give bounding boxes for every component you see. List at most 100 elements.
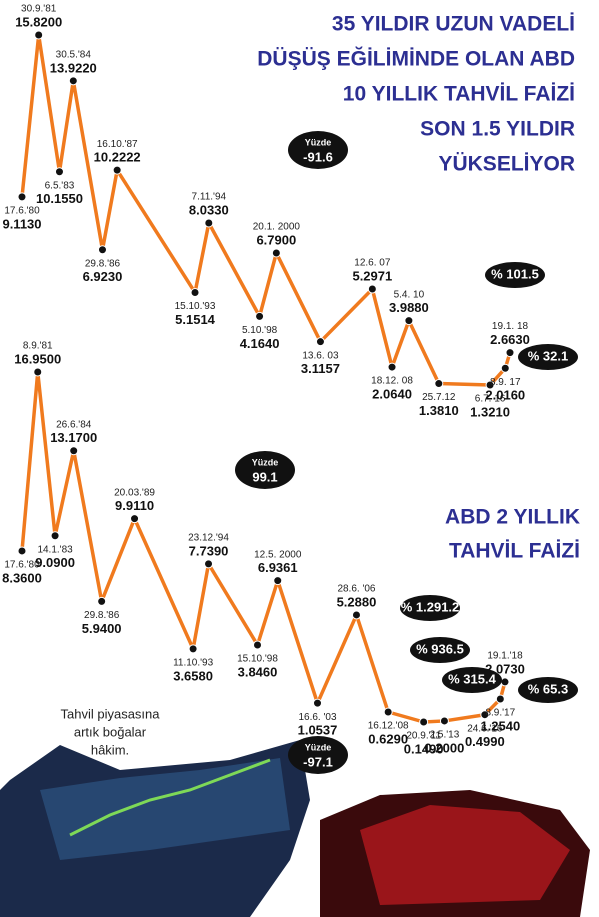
point-value: 5.2971	[352, 268, 392, 283]
badge-text: -91.6	[303, 149, 333, 164]
point-date: 19.1. 18	[492, 321, 529, 332]
point-value: 10.1550	[36, 191, 83, 206]
point	[383, 707, 393, 717]
chart-title: TAHVİL FAİZİ	[449, 540, 580, 563]
point-date: 16.12.'08	[368, 721, 409, 732]
point	[315, 337, 325, 347]
chart-title: YÜKSELİYOR	[438, 153, 575, 176]
point-date: 8.9.'17	[485, 708, 515, 719]
point	[204, 218, 214, 228]
point-date: 8.9. 17	[490, 377, 521, 388]
point-date: 29.8.'86	[85, 258, 121, 269]
point-date: 12.6. 07	[354, 258, 391, 269]
badge-text: -97.1	[303, 754, 333, 769]
point-value: 8.0330	[189, 202, 229, 217]
point	[97, 596, 107, 606]
point-date: 20.1. 2000	[253, 222, 301, 233]
chart-title: DÜŞÜŞ EĞİLİMİNDE OLAN ABD	[257, 47, 575, 71]
point	[204, 559, 214, 569]
point-value: 0.2000	[425, 740, 465, 755]
point-date: 25.7.12	[422, 392, 456, 403]
point-value: 7.7390	[189, 543, 229, 558]
chart-title: 10 YILLIK TAHVİL FAİZİ	[343, 83, 575, 106]
line	[20, 370, 507, 724]
point-value: 6.7900	[256, 232, 296, 247]
badge-text: 99.1	[252, 469, 277, 484]
point	[17, 192, 27, 202]
point	[271, 248, 281, 258]
badge-text: Yüzde	[305, 137, 332, 147]
badge-text: % 1.291.2	[401, 599, 460, 614]
point-value: 16.9500	[14, 351, 61, 366]
point-value: 9.9110	[115, 498, 154, 513]
point	[112, 165, 122, 175]
point-value: 5.1514	[175, 312, 216, 327]
point-value: 5.2880	[337, 594, 377, 609]
point	[50, 531, 60, 541]
point-value: 0.6290	[368, 731, 408, 746]
badge	[518, 344, 578, 370]
point-date: 17.6.'80	[4, 206, 40, 217]
point-date: 28.6. '06	[337, 584, 375, 595]
point-value: 8.3600	[2, 570, 42, 585]
badge-text: % 32.1	[528, 348, 568, 363]
point-date: 23.12.'94	[188, 533, 229, 544]
badge-text: Yüzde	[305, 742, 332, 752]
point-value: 9.0900	[35, 555, 75, 570]
point-date: 6.7. 16	[475, 394, 506, 405]
point-value: 9.1130	[2, 216, 41, 231]
point-value: 15.8200	[15, 14, 62, 29]
point	[190, 288, 200, 298]
point-date: 16.10.'87	[97, 139, 138, 150]
point-value: 3.8460	[238, 664, 278, 679]
point	[439, 716, 449, 726]
badge	[400, 595, 460, 621]
point	[500, 363, 510, 373]
point	[188, 644, 198, 654]
point-date: 5.10.'98	[242, 325, 278, 336]
point	[505, 348, 515, 358]
line	[20, 33, 512, 387]
point-date: 15.10.'93	[175, 301, 216, 312]
point-value: 0.4990	[465, 734, 505, 749]
point-value: 1.2540	[480, 718, 520, 733]
point	[419, 717, 429, 727]
point-date: 6.5.'83	[45, 180, 75, 191]
point-value: 6.9361	[258, 560, 298, 575]
point-date: 20.03.'89	[114, 487, 155, 498]
point-value: 2.6630	[490, 332, 530, 347]
point-value: 0.1490	[404, 741, 444, 756]
point-value: 1.0537	[298, 723, 338, 738]
point-date: 13.6. 03	[302, 350, 339, 361]
point	[500, 677, 510, 687]
point	[387, 362, 397, 372]
caption: artık boğalar	[74, 724, 147, 739]
point	[351, 610, 361, 620]
point	[495, 694, 505, 704]
point-value: 2.0640	[372, 387, 412, 402]
point	[485, 380, 495, 390]
caption: hâkim.	[91, 742, 129, 757]
point-date: 20.9.'11	[406, 731, 441, 742]
badge-text: Yüzde	[252, 457, 279, 467]
point-value: 4.1640	[240, 336, 280, 351]
point-date: 18.12. 08	[371, 376, 413, 387]
point-date: 24.6.'16	[467, 723, 503, 734]
point-date: 30.9.'81	[21, 4, 57, 15]
point-value: 13.1700	[50, 430, 97, 445]
point-value: 1.3810	[419, 403, 459, 418]
chart-title: ABD 2 YILLIK	[445, 506, 580, 529]
point-value: 5.9400	[82, 621, 122, 636]
point	[253, 640, 263, 650]
badge	[442, 667, 502, 693]
point	[313, 698, 323, 708]
badge-text: % 936.5	[416, 641, 464, 656]
badge	[288, 736, 348, 774]
point-date: 8.9.'81	[23, 341, 53, 352]
point-date: 30.5.'84	[56, 49, 92, 60]
point-value: 3.1157	[301, 361, 340, 376]
point	[69, 446, 79, 456]
point	[404, 316, 414, 326]
caption: Tahvil piyasasına	[61, 706, 161, 721]
